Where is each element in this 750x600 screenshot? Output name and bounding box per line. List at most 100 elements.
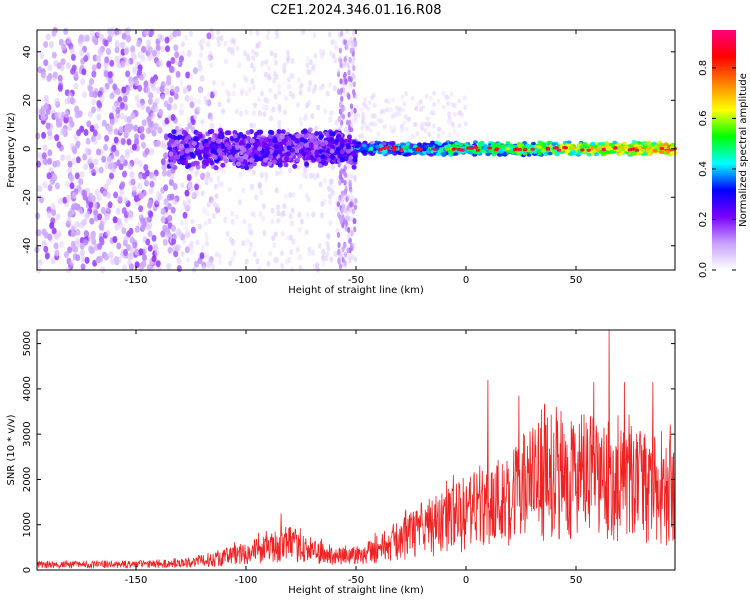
heatmap-cell xyxy=(264,59,269,66)
heatmap-cell xyxy=(60,58,66,66)
heatmap-cell xyxy=(286,76,291,83)
heatmap-cell xyxy=(119,188,125,196)
heatmap-cell xyxy=(105,229,111,237)
heatmap-cell xyxy=(151,234,157,242)
heatmap-cell xyxy=(631,151,637,156)
heatmap-cell xyxy=(452,111,457,117)
y-tick-label: 5000 xyxy=(22,331,33,356)
heatmap-cell xyxy=(147,244,153,252)
heatmap-cell xyxy=(176,265,182,272)
heatmap-cell xyxy=(52,160,58,168)
heatmap-cell xyxy=(174,139,180,145)
heatmap-cell xyxy=(209,128,215,134)
heatmap-cell xyxy=(148,187,154,195)
spectrogram-y-axis-label: Frequency (Hz) xyxy=(6,112,17,188)
heatmap-cell xyxy=(77,110,83,118)
heatmap-cell xyxy=(120,181,126,189)
heatmap-cell xyxy=(63,251,69,259)
heatmap-cell xyxy=(466,146,471,150)
heatmap-cell xyxy=(49,177,55,185)
heatmap-cell xyxy=(136,101,142,108)
heatmap-cell xyxy=(352,218,356,224)
heatmap-cell xyxy=(343,251,348,258)
heatmap-cell xyxy=(262,157,268,163)
heatmap-cell xyxy=(37,259,43,267)
heatmap-cell xyxy=(341,106,345,113)
heatmap-cell xyxy=(313,144,319,150)
heatmap-cell xyxy=(79,49,85,57)
heatmap-cell xyxy=(337,68,341,75)
heatmap-cell xyxy=(52,71,58,79)
heatmap-cell xyxy=(604,141,610,145)
heatmap-cell xyxy=(378,148,383,152)
heatmap-cell xyxy=(456,147,461,151)
heatmap-cell xyxy=(71,157,77,165)
heatmap-cell xyxy=(325,251,330,258)
heatmap-cell xyxy=(223,40,228,47)
heatmap-cell xyxy=(259,189,264,196)
heatmap-cell xyxy=(299,121,304,128)
heatmap-cell xyxy=(106,125,112,133)
heatmap-cell xyxy=(57,111,62,119)
heatmap-cell xyxy=(219,151,225,157)
heatmap-cell xyxy=(344,78,348,85)
heatmap-cell xyxy=(210,148,216,154)
heatmap-cell xyxy=(340,95,344,102)
heatmap-cell xyxy=(138,205,144,213)
heatmap-cell xyxy=(447,132,452,138)
heatmap-cell xyxy=(329,110,334,117)
heatmap-cell xyxy=(89,162,94,170)
heatmap-cell xyxy=(158,60,164,68)
heatmap-cell xyxy=(245,130,251,136)
heatmap-cell xyxy=(331,163,336,170)
heatmap-cell xyxy=(273,52,278,59)
heatmap-cell xyxy=(308,172,313,179)
heatmap-cell xyxy=(51,227,57,235)
heatmap-cell xyxy=(123,216,129,224)
heatmap-cell xyxy=(172,183,178,190)
heatmap-cell xyxy=(451,123,456,129)
heatmap-cell xyxy=(192,67,198,75)
y-tick-label: -20 xyxy=(22,189,33,205)
heatmap-cell xyxy=(165,45,170,53)
heatmap-cell xyxy=(70,224,76,232)
heatmap-cell xyxy=(343,39,347,46)
heatmap-cell xyxy=(322,249,326,256)
heatmap-cell xyxy=(229,48,234,55)
heatmap-cell xyxy=(184,148,190,154)
heatmap-cell xyxy=(582,142,588,146)
heatmap-cell xyxy=(345,28,350,35)
heatmap-cell xyxy=(174,85,180,93)
heatmap-cell xyxy=(172,165,178,170)
heatmap-cell xyxy=(193,171,198,178)
heatmap-cell xyxy=(339,78,343,85)
heatmap-cell xyxy=(80,255,86,263)
heatmap-cell xyxy=(282,210,286,217)
heatmap-cell xyxy=(314,150,320,156)
heatmap-cell xyxy=(251,84,256,90)
heatmap-cell xyxy=(121,86,127,94)
heatmap-cell xyxy=(123,249,128,256)
heatmap-cell xyxy=(328,116,333,123)
heatmap-cell xyxy=(167,214,173,222)
heatmap-cell xyxy=(337,88,341,95)
heatmap-cell xyxy=(169,161,175,167)
heatmap-cell xyxy=(125,70,131,78)
heatmap-cell xyxy=(339,214,343,221)
heatmap-cell xyxy=(280,230,285,237)
heatmap-cell xyxy=(103,253,109,261)
heatmap-cell xyxy=(348,257,352,264)
heatmap-cell xyxy=(432,90,437,96)
heatmap-cell xyxy=(143,164,149,172)
heatmap-cell xyxy=(253,102,258,109)
heatmap-cell xyxy=(89,233,95,241)
heatmap-cell xyxy=(350,109,354,116)
heatmap-cell xyxy=(93,123,99,131)
heatmap-cell xyxy=(290,58,295,65)
heatmap-cell xyxy=(130,112,136,120)
heatmap-cell xyxy=(115,88,121,96)
heatmap-cell xyxy=(563,146,568,150)
heatmap-cell xyxy=(204,99,209,106)
heatmap-cell xyxy=(164,88,170,95)
heatmap-cell xyxy=(289,234,294,241)
